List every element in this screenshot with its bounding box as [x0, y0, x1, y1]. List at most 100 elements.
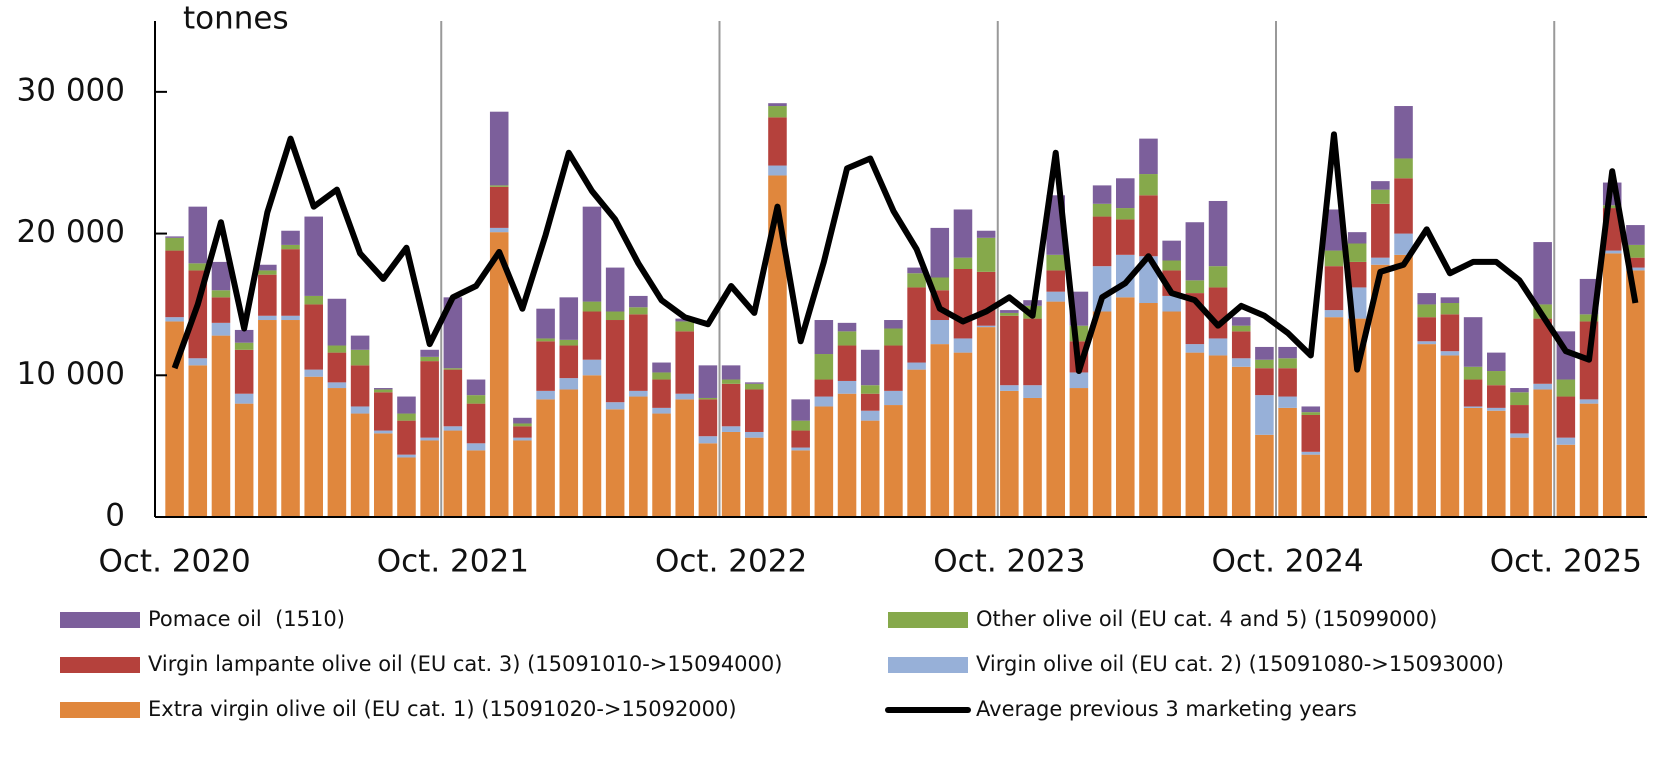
bar-segment [698, 436, 718, 444]
bar-segment [837, 393, 857, 517]
bar-segment [1162, 260, 1181, 271]
bar-segment [884, 320, 903, 329]
bar-segment [698, 399, 718, 437]
bar-segment [1116, 297, 1135, 517]
bar-segment [1602, 253, 1622, 517]
bar-segment [258, 264, 277, 271]
bar-segment [1023, 385, 1042, 398]
bar-segment [1301, 406, 1321, 413]
bar-segment [860, 349, 880, 386]
bar-segment [884, 390, 903, 406]
bar-segment [791, 399, 810, 421]
bar-segment [1371, 181, 1390, 190]
bar-segment [1301, 451, 1321, 455]
bar-segment [443, 426, 463, 431]
bar-segment [605, 267, 625, 312]
bar-segment [304, 295, 323, 305]
bar-segment [605, 402, 625, 410]
bar-segment [721, 431, 741, 517]
bar-segment [188, 365, 208, 517]
bar-segment [1394, 106, 1413, 159]
bar-segment [652, 372, 671, 380]
bar-segment [1440, 351, 1460, 356]
bar-segment [1208, 338, 1228, 356]
bar-segment [1417, 341, 1436, 345]
bar-segment [536, 338, 555, 342]
bar-segment [1046, 270, 1065, 292]
legend-label: Pomace oil (1510) [148, 607, 345, 631]
bar-segment [350, 335, 370, 350]
bar-segment [1324, 250, 1344, 267]
bar-segment [1579, 399, 1599, 404]
y-tick-label: 30 000 [17, 72, 125, 108]
bar-segment [281, 230, 300, 245]
bar-segment [489, 111, 509, 186]
bar-segment [1278, 368, 1297, 397]
bar-segment [466, 443, 486, 451]
bar-segment [1116, 178, 1135, 209]
bar-segment [1255, 359, 1274, 369]
bar-segment [907, 267, 926, 274]
bar-segment [1463, 366, 1483, 380]
legend-swatch [888, 657, 968, 673]
bar-segment [188, 263, 208, 271]
legend-label: Virgin lampante olive oil (EU cat. 3) (1… [148, 652, 782, 676]
bar-segment [1394, 178, 1413, 234]
bar-segment [397, 396, 416, 414]
bar-segment [1324, 310, 1344, 318]
bar-segment [745, 382, 764, 384]
bar-segment [1208, 266, 1228, 288]
bar-segment [327, 382, 347, 389]
y-tick-label: 0 [105, 498, 125, 534]
bar-segment [1626, 270, 1645, 517]
bar-segment [1046, 291, 1065, 302]
bar-segment [1046, 301, 1065, 517]
bar-segment [513, 440, 532, 517]
bar-segment [1579, 314, 1599, 322]
bar-segment [721, 383, 741, 427]
bar-segment [1556, 396, 1576, 438]
bar-segment [1185, 280, 1205, 294]
bar-segment [582, 206, 602, 302]
bar-segment [1579, 403, 1599, 517]
bar-segment [837, 331, 857, 346]
bar-segment [1255, 434, 1274, 517]
bar-segment [976, 271, 996, 326]
bar-segment [397, 413, 416, 421]
bar-segment [350, 406, 370, 414]
bar-segment [1185, 344, 1205, 353]
bar-segment [1139, 303, 1158, 517]
bar-segment [211, 335, 231, 517]
bar-segment [374, 392, 393, 431]
bar-segment [1231, 325, 1251, 332]
bar-segment [513, 426, 532, 438]
bar-segment [1487, 407, 1506, 411]
bar-segment [281, 249, 300, 316]
bar-segment [1371, 257, 1390, 265]
bar-segment [698, 443, 718, 517]
bar-segment [1185, 222, 1205, 281]
x-tick-label: Oct. 2023 [933, 544, 1085, 580]
bar-segment [1626, 225, 1645, 245]
bar-segment [327, 352, 347, 383]
bar-segment [397, 420, 416, 455]
bar-segment [907, 273, 926, 288]
bar-segment [953, 269, 973, 339]
bar-segment [953, 257, 973, 269]
bar-segment [930, 227, 950, 278]
bar-segment [1371, 264, 1390, 517]
bar-segment [1463, 406, 1483, 408]
bar-segment [721, 365, 741, 380]
bar-segment [791, 450, 810, 517]
bar-segment [976, 327, 996, 517]
bar-segment [304, 376, 323, 517]
bar-segment [768, 117, 787, 166]
bar-segment [1556, 444, 1576, 517]
bar-segment [582, 301, 602, 312]
bar-segment [513, 417, 532, 424]
bar-segment [1069, 372, 1089, 389]
bar-segment [1602, 250, 1622, 254]
bar-segment [234, 329, 254, 343]
bar-segment [536, 341, 555, 391]
